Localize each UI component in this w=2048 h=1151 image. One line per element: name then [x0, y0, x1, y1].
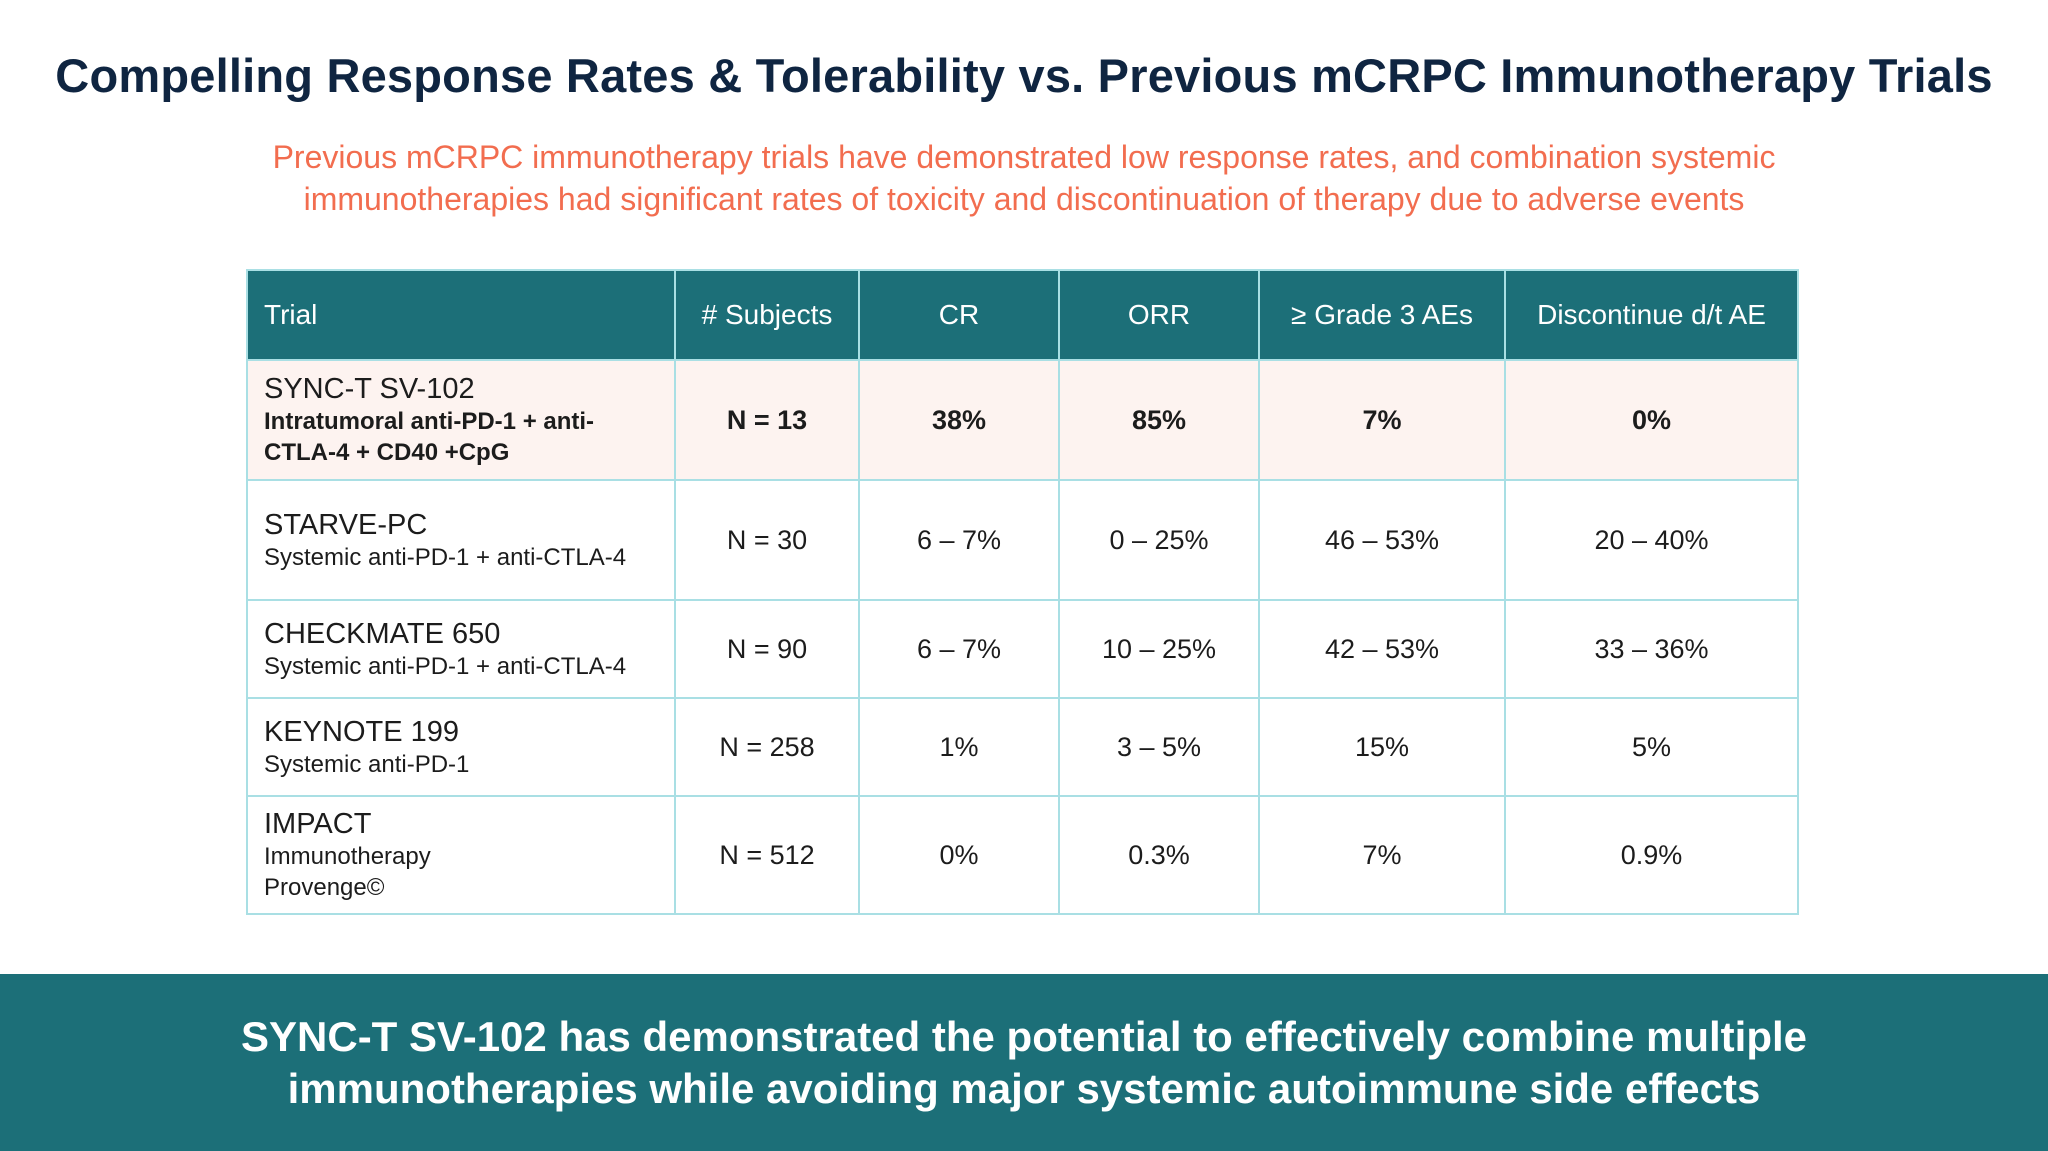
header-subjects: # Subjects: [674, 269, 860, 361]
cr-cell: 6 – 7%: [858, 599, 1060, 699]
trial-description: Immunotherapy: [264, 843, 431, 870]
footer-line-1: SYNC-T SV-102 has demonstrated the poten…: [241, 1012, 1807, 1060]
trial-name: KEYNOTE 199: [264, 715, 460, 748]
trial-cell: IMPACT Immunotherapy Provenge©: [246, 795, 676, 915]
header-grade3-aes: ≥ Grade 3 AEs: [1258, 269, 1506, 361]
table-body: SYNC-T SV-102 Intratumoral anti-PD-1 + a…: [246, 359, 1799, 915]
footer-line-2: immunotherapies while avoiding major sys…: [287, 1064, 1761, 1112]
trial-cell: STARVE-PC Systemic anti-PD-1 + anti-CTLA…: [246, 479, 676, 601]
header-discontinue: Discontinue d/t AE: [1504, 269, 1799, 361]
trial-description: Systemic anti-PD-1 + anti-CTLA-4: [264, 543, 627, 571]
trial-name: SYNC-T SV-102: [264, 373, 475, 405]
footer-statement: SYNC-T SV-102 has demonstrated the poten…: [241, 1011, 1807, 1115]
trial-description: Provenge©: [264, 874, 385, 901]
table-row-checkmate-650: CHECKMATE 650 Systemic anti-PD-1 + anti-…: [246, 599, 1799, 699]
trial-name: IMPACT: [264, 808, 372, 840]
subtitle-line-1: Previous mCRPC immunotherapy trials have…: [272, 139, 1776, 175]
subjects-cell: N = 258: [674, 697, 860, 797]
orr-cell: 3 – 5%: [1058, 697, 1260, 797]
subjects-cell: N = 30: [674, 479, 860, 601]
subjects-cell: N = 13: [674, 359, 860, 481]
cr-cell: 1%: [858, 697, 1060, 797]
trial-cell: CHECKMATE 650 Systemic anti-PD-1 + anti-…: [246, 599, 676, 699]
grade3-ae-cell: 7%: [1258, 359, 1506, 481]
table-row-starve-pc: STARVE-PC Systemic anti-PD-1 + anti-CTLA…: [246, 479, 1799, 601]
header-row: Trial # Subjects CR ORR ≥ Grade 3 AEs Di…: [246, 269, 1799, 361]
trial-cell: SYNC-T SV-102 Intratumoral anti-PD-1 + a…: [246, 359, 676, 481]
page-title: Compelling Response Rates & Tolerability…: [55, 49, 1993, 102]
trial-description: Intratumoral anti-PD-1 + anti-: [264, 408, 595, 435]
subjects-cell: N = 512: [674, 795, 860, 915]
table-row-keynote-199: KEYNOTE 199 Systemic anti-PD-1 N = 258 1…: [246, 697, 1799, 797]
grade3-ae-cell: 7%: [1258, 795, 1506, 915]
grade3-ae-cell: 42 – 53%: [1258, 599, 1506, 699]
orr-cell: 0 – 25%: [1058, 479, 1260, 601]
discontinue-cell: 0%: [1504, 359, 1799, 481]
footer-banner: SYNC-T SV-102 has demonstrated the poten…: [0, 974, 2048, 1151]
table-row-impact: IMPACT Immunotherapy Provenge© N = 512 0…: [246, 795, 1799, 915]
cr-cell: 6 – 7%: [858, 479, 1060, 601]
trial-name: STARVE-PC: [264, 508, 428, 541]
header-orr: ORR: [1058, 269, 1260, 361]
discontinue-cell: 5%: [1504, 697, 1799, 797]
header-cr: CR: [858, 269, 1060, 361]
grade3-ae-cell: 15%: [1258, 697, 1506, 797]
discontinue-cell: 33 – 36%: [1504, 599, 1799, 699]
grade3-ae-cell: 46 – 53%: [1258, 479, 1506, 601]
cr-cell: 0%: [858, 795, 1060, 915]
trial-description: Systemic anti-PD-1: [264, 750, 470, 778]
trial-description: Systemic anti-PD-1 + anti-CTLA-4: [264, 652, 627, 680]
subtitle-line-2: immunotherapies had significant rates of…: [303, 181, 1745, 217]
orr-cell: 85%: [1058, 359, 1260, 481]
page-subtitle: Previous mCRPC immunotherapy trials have…: [150, 136, 1898, 220]
discontinue-cell: 0.9%: [1504, 795, 1799, 915]
discontinue-cell: 20 – 40%: [1504, 479, 1799, 601]
trials-comparison-table: Trial # Subjects CR ORR ≥ Grade 3 AEs Di…: [246, 269, 1799, 915]
subjects-cell: N = 90: [674, 599, 860, 699]
table-row-sync-t: SYNC-T SV-102 Intratumoral anti-PD-1 + a…: [246, 359, 1799, 481]
orr-cell: 10 – 25%: [1058, 599, 1260, 699]
orr-cell: 0.3%: [1058, 795, 1260, 915]
cr-cell: 38%: [858, 359, 1060, 481]
trial-description: CTLA-4 + CD40 +CpG: [264, 439, 510, 466]
trial-name: CHECKMATE 650: [264, 617, 501, 650]
trial-cell: KEYNOTE 199 Systemic anti-PD-1: [246, 697, 676, 797]
table-header: Trial # Subjects CR ORR ≥ Grade 3 AEs Di…: [246, 269, 1799, 361]
header-trial: Trial: [246, 269, 676, 361]
